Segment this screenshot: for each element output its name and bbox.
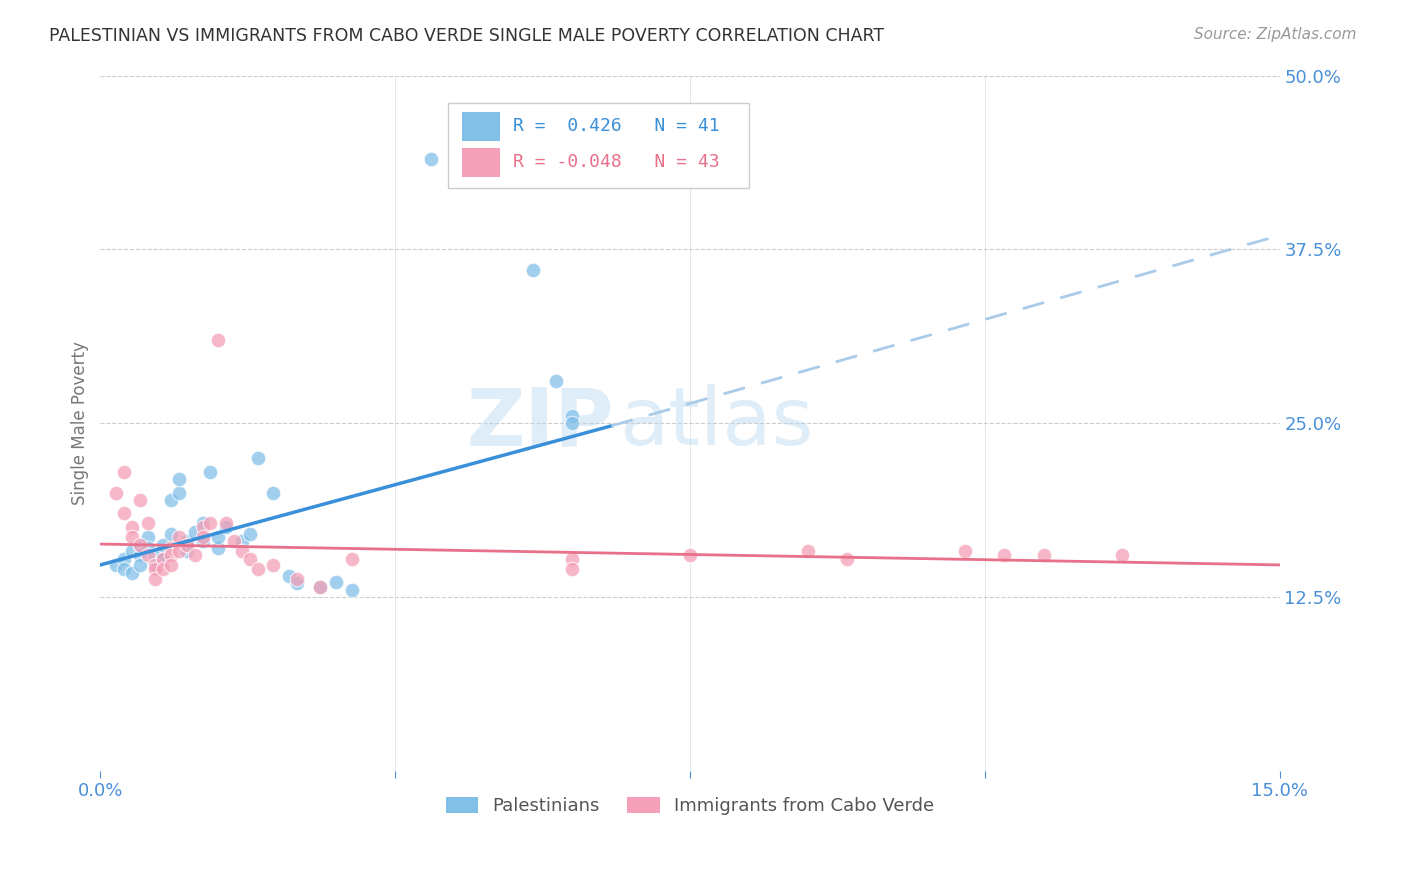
Point [231,544,253,558]
Point [325,574,347,589]
Point [167,530,190,544]
Legend: Palestinians, Immigrants from Cabo Verde: Palestinians, Immigrants from Cabo Verde [437,788,943,824]
Point [561,416,583,430]
Point [993,548,1015,562]
Point [285,576,308,591]
Point [561,562,583,576]
Point [200,465,222,479]
Text: R =  0.426   N = 41: R = 0.426 N = 41 [513,117,720,135]
Point [136,548,159,562]
Point [561,552,583,566]
Text: Source: ZipAtlas.com: Source: ZipAtlas.com [1194,27,1357,42]
Point [128,558,150,572]
Point [128,548,150,562]
Point [128,492,150,507]
Point [121,544,143,558]
Point [145,558,167,572]
Point [152,552,174,566]
Point [128,538,150,552]
Point [797,544,820,558]
Text: atlas: atlas [619,384,814,462]
Point [136,541,159,556]
Point [176,544,198,558]
Point [183,548,205,562]
Point [309,580,332,594]
Point [207,333,229,347]
Point [121,530,143,544]
Point [105,485,128,500]
Point [145,562,167,576]
Point [246,450,269,465]
Point [160,548,183,562]
Point [309,580,332,594]
Point [145,548,167,562]
Point [522,263,544,277]
Point [160,541,183,556]
Point [191,516,214,531]
Point [191,530,214,544]
FancyBboxPatch shape [463,112,501,141]
Point [160,492,183,507]
Point [837,552,859,566]
Point [145,572,167,586]
Point [152,538,174,552]
Point [152,562,174,576]
Point [121,566,143,581]
Text: R = -0.048   N = 43: R = -0.048 N = 43 [513,153,720,170]
Point [145,558,167,572]
Point [239,527,262,541]
Point [222,534,245,549]
Y-axis label: Single Male Poverty: Single Male Poverty [72,341,89,505]
FancyBboxPatch shape [463,148,501,177]
Point [231,534,253,549]
Point [1032,548,1054,562]
Point [215,520,238,534]
Point [136,516,159,531]
Point [200,516,222,531]
Text: PALESTINIAN VS IMMIGRANTS FROM CABO VERDE SINGLE MALE POVERTY CORRELATION CHART: PALESTINIAN VS IMMIGRANTS FROM CABO VERD… [49,27,884,45]
Point [112,552,135,566]
Point [167,544,190,558]
Point [112,562,135,576]
Point [167,485,190,500]
Point [112,507,135,521]
Point [136,530,159,544]
Point [1111,548,1133,562]
Point [546,375,568,389]
Point [285,572,308,586]
FancyBboxPatch shape [449,103,749,188]
Point [112,465,135,479]
Point [128,538,150,552]
Point [246,562,269,576]
Text: ZIP: ZIP [465,384,613,462]
Point [340,582,363,597]
Point [561,409,583,424]
Point [152,552,174,566]
Point [262,558,284,572]
Point [167,472,190,486]
Point [183,524,205,539]
Point [215,516,238,531]
Point [340,552,363,566]
Point [207,541,229,556]
Point [262,485,284,500]
Point [278,569,301,583]
Point [121,520,143,534]
Point [160,558,183,572]
Point [679,548,702,562]
Point [160,527,183,541]
Point [191,520,214,534]
Point [191,534,214,549]
Point [239,552,262,566]
Point [176,534,198,549]
Point [105,558,128,572]
Point [176,538,198,552]
Point [419,152,441,166]
Point [207,530,229,544]
Point [953,544,976,558]
